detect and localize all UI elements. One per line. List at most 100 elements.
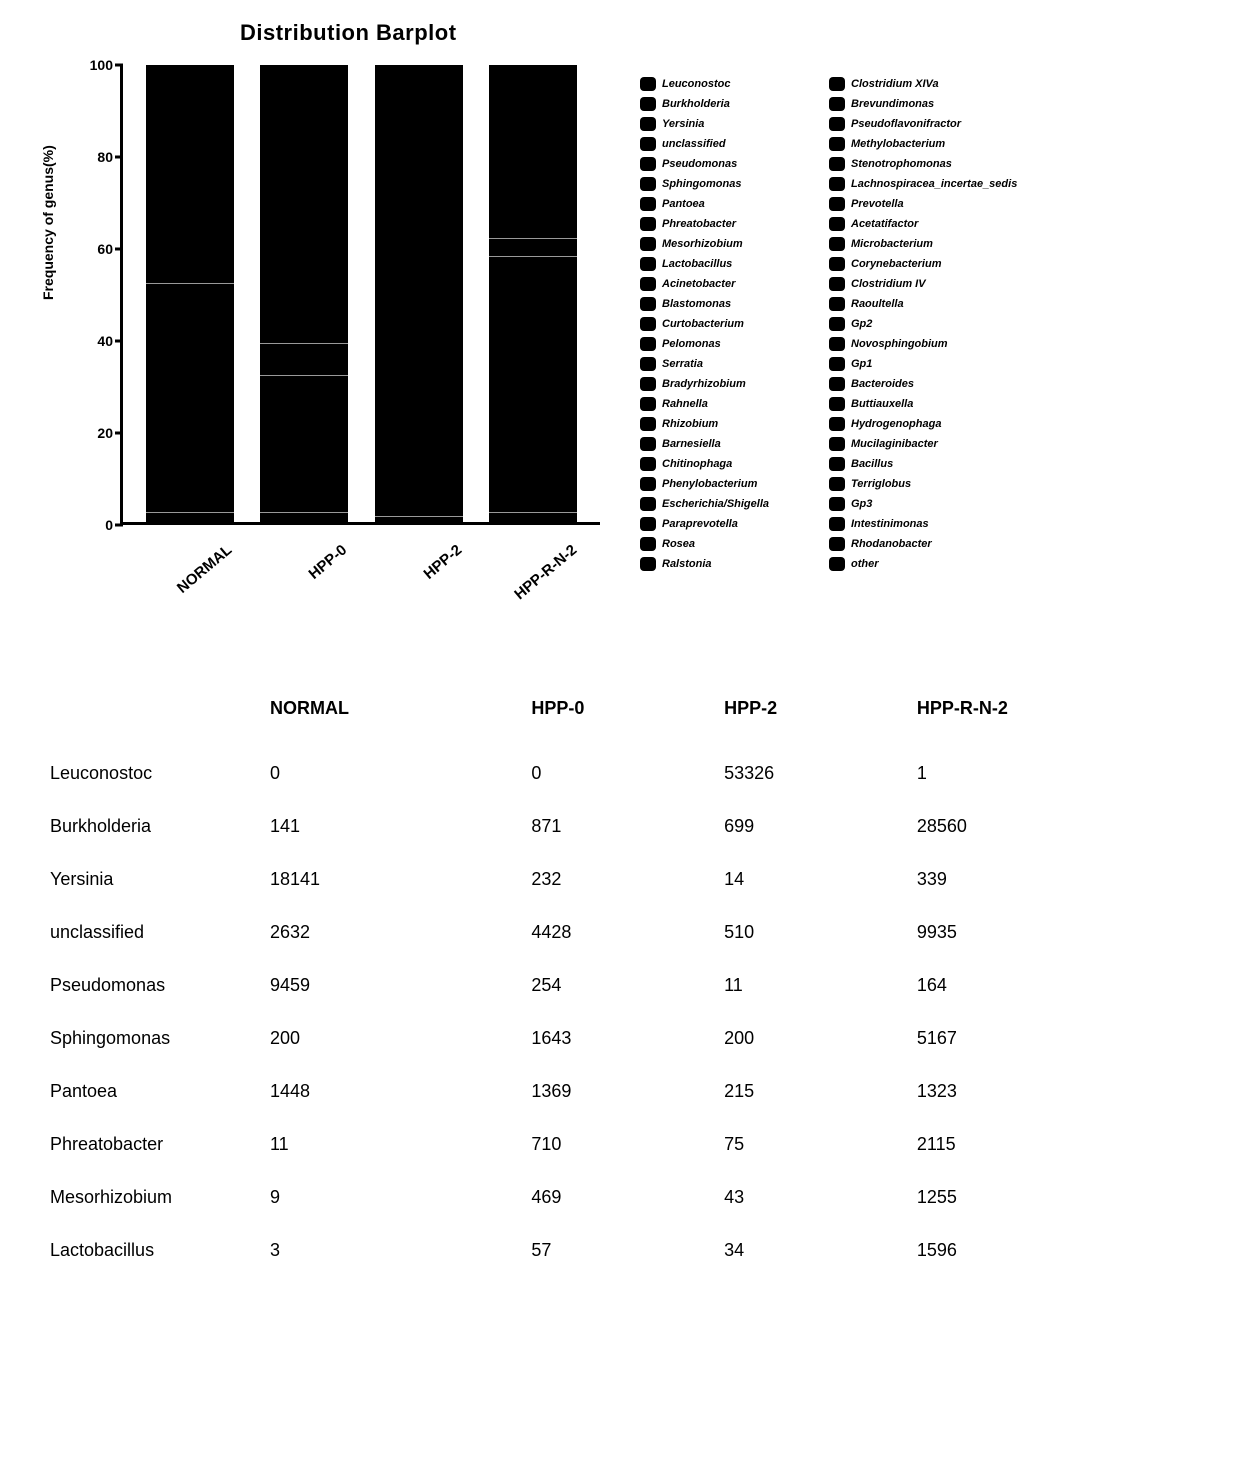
table-row: Leuconostoc00533261 [40,747,1200,800]
table-cell: 9935 [907,906,1200,959]
legend-swatch [640,557,656,571]
legend-item: Rosea [640,535,769,553]
plot-area: 020406080100 [120,65,600,525]
legend-item: other [829,555,1017,573]
legend-swatch [640,277,656,291]
table-cell: 1448 [260,1065,521,1118]
legend-swatch [640,517,656,531]
table-cell: 34 [714,1224,907,1277]
legend-swatch [829,437,845,451]
legend-item: Novosphingobium [829,335,1017,353]
legend-column-2: Clostridium XIVaBrevundimonasPseudoflavo… [829,75,1017,573]
legend-item: Phenylobacterium [640,475,769,493]
legend-label: Blastomonas [662,298,731,310]
legend-item: Rhodanobacter [829,535,1017,553]
legend-item: Stenotrophomonas [829,155,1017,173]
legend-label: Escherichia/Shigella [662,498,769,510]
x-label: HPP-R-N-2 [509,535,587,605]
table-cell: Leuconostoc [40,747,260,800]
legend-swatch [640,537,656,551]
y-tick-mark [115,156,123,159]
x-axis-labels: NORMALHPP-0HPP-2HPP-R-N-2 [120,535,600,552]
table-cell: 4428 [521,906,714,959]
legend-item: Acinetobacter [640,275,769,293]
legend-label: Intestinimonas [851,518,929,530]
legend-item: Gp3 [829,495,1017,513]
legend-swatch [829,477,845,491]
table-cell: 3 [260,1224,521,1277]
table-cell: 1643 [521,1012,714,1065]
bar-segment-divider [489,238,577,239]
legend-swatch [829,537,845,551]
legend-item: Terriglobus [829,475,1017,493]
bar-normal [146,65,234,522]
legend-label: Mucilaginibacter [851,438,938,450]
table-cell: Sphingomonas [40,1012,260,1065]
legend-item: Prevotella [829,195,1017,213]
table-cell: 9459 [260,959,521,1012]
legend-item: Acetatifactor [829,215,1017,233]
legend-label: Burkholderia [662,98,730,110]
legend-item: Chitinophaga [640,455,769,473]
bar-hpp-0 [260,65,348,522]
table-row: Burkholderia14187169928560 [40,800,1200,853]
legend-item: Phreatobacter [640,215,769,233]
legend-swatch [829,377,845,391]
legend-swatch [640,497,656,511]
table-cell: Pseudomonas [40,959,260,1012]
legend-item: unclassified [640,135,769,153]
bar-segment-divider [375,516,463,517]
legend-label: Serratia [662,358,703,370]
table-header-cell [40,680,260,747]
legend-label: Pelomonas [662,338,721,350]
table-cell: 2632 [260,906,521,959]
table-header-row: NORMALHPP-0HPP-2HPP-R-N-2 [40,680,1200,747]
legend-swatch [640,137,656,151]
legend-item: Pantoea [640,195,769,213]
distribution-barplot: Distribution Barplot Frequency of genus(… [40,20,1200,640]
bar-hpp-r-n-2 [489,65,577,522]
legend-swatch [640,97,656,111]
x-label: NORMAL [164,535,242,605]
legend-item: Methylobacterium [829,135,1017,153]
legend-label: Prevotella [851,198,904,210]
legend-swatch [640,217,656,231]
legend-swatch [829,237,845,251]
legend-item: Blastomonas [640,295,769,313]
table-row: Pseudomonas945925411164 [40,959,1200,1012]
legend-label: Acetatifactor [851,218,918,230]
table-cell: 200 [260,1012,521,1065]
y-axis-label: Frequency of genus(%) [40,145,56,300]
table-cell: 141 [260,800,521,853]
bar-hpp-2 [375,65,463,522]
table-cell: 53326 [714,747,907,800]
legend-item: Gp2 [829,315,1017,333]
legend-item: Buttiauxella [829,395,1017,413]
table-cell: Mesorhizobium [40,1171,260,1224]
table-cell: Lactobacillus [40,1224,260,1277]
bar-segment-divider [146,283,234,284]
legend-item: Yersinia [640,115,769,133]
legend-item: Sphingomonas [640,175,769,193]
table-cell: 871 [521,800,714,853]
legend-label: Rosea [662,538,695,550]
legend-item: Gp1 [829,355,1017,373]
data-table: NORMALHPP-0HPP-2HPP-R-N-2 Leuconostoc005… [40,680,1200,1277]
table-cell: 18141 [260,853,521,906]
legend-label: Methylobacterium [851,138,945,150]
y-tick-label: 60 [83,241,113,257]
table-cell: 57 [521,1224,714,1277]
table-row: Lactobacillus357341596 [40,1224,1200,1277]
legend-label: Gp3 [851,498,872,510]
legend-swatch [829,417,845,431]
table-cell: Phreatobacter [40,1118,260,1171]
y-tick-mark [115,524,123,527]
legend-swatch [829,557,845,571]
table-cell: 2115 [907,1118,1200,1171]
table-cell: unclassified [40,906,260,959]
legend-item: Paraprevotella [640,515,769,533]
legend-item: Lactobacillus [640,255,769,273]
legend-label: Bradyrhizobium [662,378,746,390]
bar-segment-divider [146,512,234,513]
legend-swatch [829,337,845,351]
